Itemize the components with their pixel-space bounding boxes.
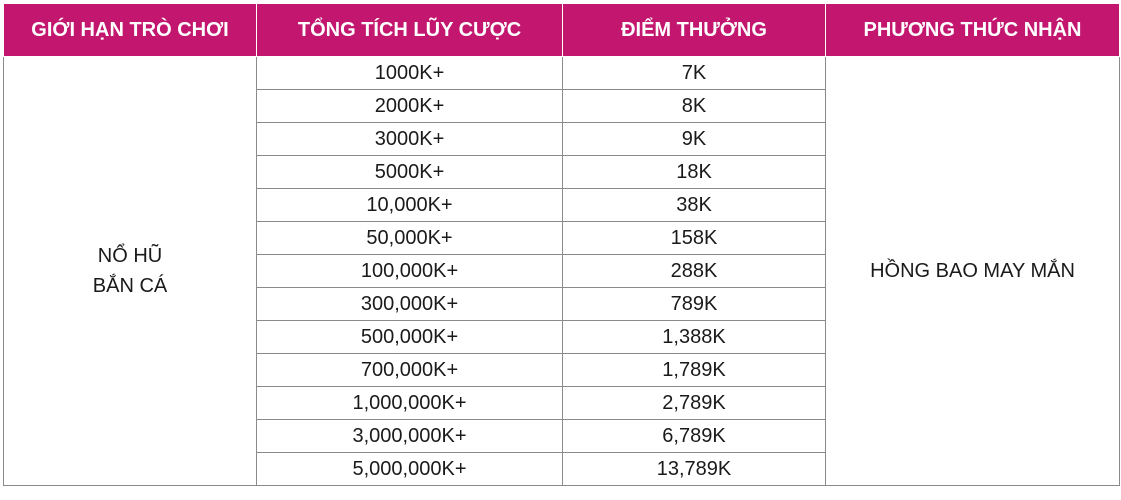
bet-threshold-cell: 50,000K+ — [256, 221, 563, 255]
header-game-limit: GIỚI HẠN TRÒ CHƠI — [3, 3, 257, 57]
table-row: 3000K+ 9K — [4, 122, 1120, 156]
reward-points-cell: 9K — [562, 122, 826, 156]
reward-points-cell: 18K — [562, 155, 826, 189]
header-reward-points: ĐIỂM THƯỞNG — [562, 3, 826, 57]
bet-threshold-cell: 10,000K+ — [256, 188, 563, 222]
reward-points-cell: 2,789K — [562, 386, 826, 420]
bet-threshold-cell: 3,000,000K+ — [256, 419, 563, 453]
table-row: 3,000,000K+ 6,789K — [4, 419, 1120, 453]
bet-threshold-cell: 100,000K+ — [256, 254, 563, 288]
table-row: 5,000,000K+ 13,789K — [4, 452, 1120, 486]
table-body: NỔ HŨ BẮN CÁ 1000K+ 7K HỒNG BAO MAY MẮN 2000K… — [3, 56, 1120, 486]
reward-points-cell: 13,789K — [562, 452, 826, 486]
reward-points-cell: 6,789K — [562, 419, 826, 453]
table-row: 2000K+ 8K — [4, 89, 1120, 123]
table-row: 5000K+ 18K — [4, 155, 1120, 189]
table-row: 300,000K+ 789K — [4, 287, 1120, 321]
reward-points-cell: 789K — [562, 287, 826, 321]
reward-table: GIỚI HẠN TRÒ CHƠI TỔNG TÍCH LŨY CƯỢC ĐIỂ… — [3, 3, 1120, 486]
bet-threshold-cell: 300,000K+ — [256, 287, 563, 321]
bet-threshold-cell: 3000K+ — [256, 122, 563, 156]
bet-threshold-cell: 5000K+ — [256, 155, 563, 189]
reward-points-cell: 158K — [562, 221, 826, 255]
header-total-bet: TỔNG TÍCH LŨY CƯỢC — [256, 3, 563, 57]
table-row: 10,000K+ 38K — [4, 188, 1120, 222]
header-receive-method: PHƯƠNG THỨC NHẬN — [825, 3, 1120, 57]
bet-threshold-cell: 5,000,000K+ — [256, 452, 563, 486]
table-row: 500,000K+ 1,388K — [4, 320, 1120, 354]
reward-points-cell: 1,789K — [562, 353, 826, 387]
reward-points-cell: 288K — [562, 254, 826, 288]
bet-threshold-cell: 700,000K+ — [256, 353, 563, 387]
game-type-label: BẮN CÁ — [92, 275, 168, 297]
table-row: 1,000,000K+ 2,789K — [4, 386, 1120, 420]
reward-points-cell: 7K — [562, 56, 826, 90]
bet-threshold-cell: 1,000,000K+ — [256, 386, 563, 420]
game-limit-cell: NỔ HŨ BẮN CÁ — [3, 56, 257, 486]
table-row: 50,000K+ 158K — [4, 221, 1120, 255]
game-type-label: NỔ HŨ — [97, 245, 163, 267]
bet-threshold-cell: 2000K+ — [256, 89, 563, 123]
reward-points-cell: 1,388K — [562, 320, 826, 354]
table-row: 700,000K+ 1,789K — [4, 353, 1120, 387]
header-row: GIỚI HẠN TRÒ CHƠI TỔNG TÍCH LŨY CƯỢC ĐIỂ… — [3, 3, 1120, 57]
receive-method-cell: HỒNG BAO MAY MẮN — [825, 56, 1120, 486]
bet-threshold-cell: 500,000K+ — [256, 320, 563, 354]
reward-points-cell: 8K — [562, 89, 826, 123]
reward-points-cell: 38K — [562, 188, 826, 222]
bet-threshold-cell: 1000K+ — [256, 56, 563, 90]
table-row: NỔ HŨ BẮN CÁ 1000K+ 7K HỒNG BAO MAY MẮN — [3, 56, 1120, 486]
table-row: 100,000K+ 288K — [4, 254, 1120, 288]
